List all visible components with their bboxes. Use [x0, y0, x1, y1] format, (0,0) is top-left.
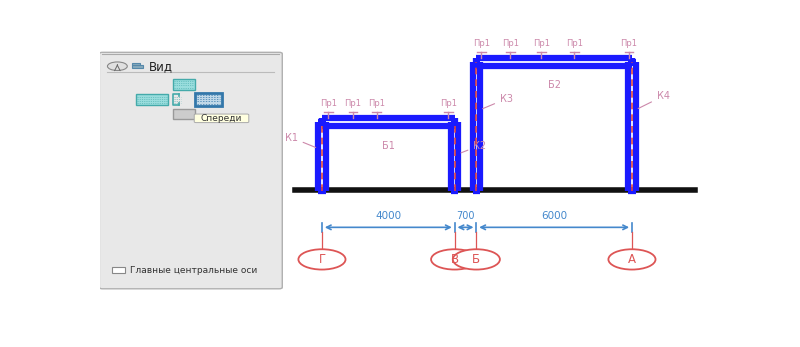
Text: Пр1: Пр1: [566, 39, 582, 48]
Circle shape: [453, 249, 500, 270]
Text: Пр1: Пр1: [533, 39, 550, 48]
Text: К3: К3: [482, 94, 513, 109]
Text: Спереди: Спереди: [201, 114, 242, 123]
Text: Пр1: Пр1: [502, 39, 519, 48]
Text: А: А: [628, 253, 636, 266]
FancyBboxPatch shape: [99, 52, 282, 289]
Bar: [173, 109, 195, 119]
Text: К1: К1: [285, 133, 316, 147]
Bar: [112, 268, 125, 273]
Bar: [136, 94, 168, 105]
Text: Пр1: Пр1: [345, 99, 362, 108]
Text: Пр1: Пр1: [620, 39, 638, 48]
Text: Пр1: Пр1: [368, 99, 385, 108]
Text: Пр1: Пр1: [473, 39, 490, 48]
Text: Вид: Вид: [149, 60, 173, 73]
Text: Б2: Б2: [548, 81, 561, 90]
FancyBboxPatch shape: [194, 114, 249, 122]
Text: В: В: [450, 253, 458, 266]
Text: 4000: 4000: [375, 211, 402, 221]
Text: Пр1: Пр1: [320, 99, 337, 108]
Text: К4: К4: [638, 91, 670, 109]
Text: 6000: 6000: [541, 211, 567, 221]
Text: Г: Г: [318, 253, 326, 266]
Text: Б: Б: [472, 253, 481, 266]
Circle shape: [609, 249, 655, 270]
Text: К2: К2: [461, 141, 486, 153]
Circle shape: [431, 249, 478, 270]
Text: 700: 700: [456, 211, 474, 221]
Text: Б1: Б1: [382, 141, 394, 151]
FancyBboxPatch shape: [132, 65, 143, 68]
Text: Главные центральные оси: Главные центральные оси: [130, 265, 257, 274]
Bar: [173, 79, 195, 90]
Text: Пр1: Пр1: [440, 99, 457, 108]
Circle shape: [107, 62, 127, 70]
FancyBboxPatch shape: [132, 63, 140, 65]
Bar: [195, 93, 222, 106]
Circle shape: [298, 249, 346, 270]
